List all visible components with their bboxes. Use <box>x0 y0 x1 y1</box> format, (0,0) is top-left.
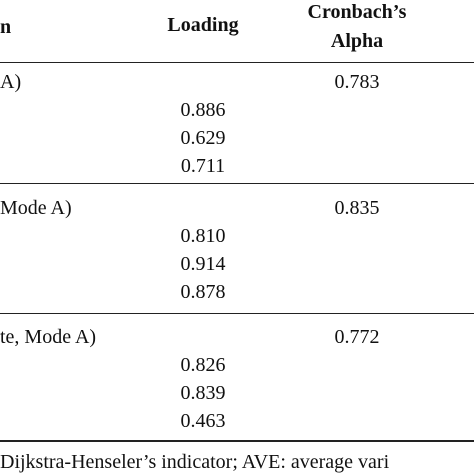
alpha-value: 0.835 <box>334 197 380 219</box>
loading-value: 0.839 <box>180 382 226 404</box>
header-alpha: Cronbach’s <box>307 1 407 23</box>
header-loading: Loading <box>167 14 239 36</box>
loading-value: 0.886 <box>180 99 226 121</box>
loading-value: 0.810 <box>180 225 226 247</box>
construct-label: Mode A) <box>0 197 72 219</box>
group-rule <box>0 313 474 314</box>
construct-label: te, Mode A) <box>0 326 97 348</box>
alpha-value: 0.783 <box>334 71 380 93</box>
loading-value: 0.914 <box>180 253 226 275</box>
loading-value: 0.463 <box>180 410 226 432</box>
loading-value: 0.878 <box>180 281 226 303</box>
header-construct: n <box>0 16 12 38</box>
bottom-rule <box>0 440 474 442</box>
loading-value: 0.629 <box>180 127 226 149</box>
construct-label: A) <box>0 71 22 93</box>
header-rule <box>0 62 474 63</box>
header-alpha: Alpha <box>330 30 384 52</box>
alpha-value: 0.772 <box>334 326 380 348</box>
footnote: Dijkstra-Henseler’s indicator; AVE: aver… <box>0 451 390 473</box>
loading-value: 0.711 <box>180 155 226 177</box>
loading-value: 0.826 <box>180 354 226 376</box>
group-rule <box>0 183 474 184</box>
